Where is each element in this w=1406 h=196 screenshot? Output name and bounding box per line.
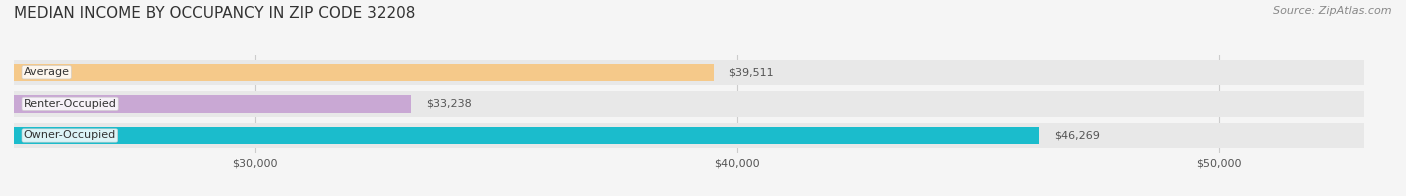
Text: $46,269: $46,269: [1054, 131, 1099, 141]
Bar: [14, 64, 714, 81]
Text: $39,511: $39,511: [728, 67, 773, 77]
Text: MEDIAN INCOME BY OCCUPANCY IN ZIP CODE 32208: MEDIAN INCOME BY OCCUPANCY IN ZIP CODE 3…: [14, 6, 415, 21]
Bar: [14, 60, 1364, 85]
Bar: [14, 123, 1364, 148]
Bar: [14, 127, 1039, 144]
Text: Owner-Occupied: Owner-Occupied: [24, 131, 115, 141]
Bar: [14, 91, 1364, 117]
Bar: [14, 95, 411, 113]
Text: Average: Average: [24, 67, 70, 77]
Text: Source: ZipAtlas.com: Source: ZipAtlas.com: [1274, 6, 1392, 16]
Text: Renter-Occupied: Renter-Occupied: [24, 99, 117, 109]
Text: $33,238: $33,238: [426, 99, 471, 109]
